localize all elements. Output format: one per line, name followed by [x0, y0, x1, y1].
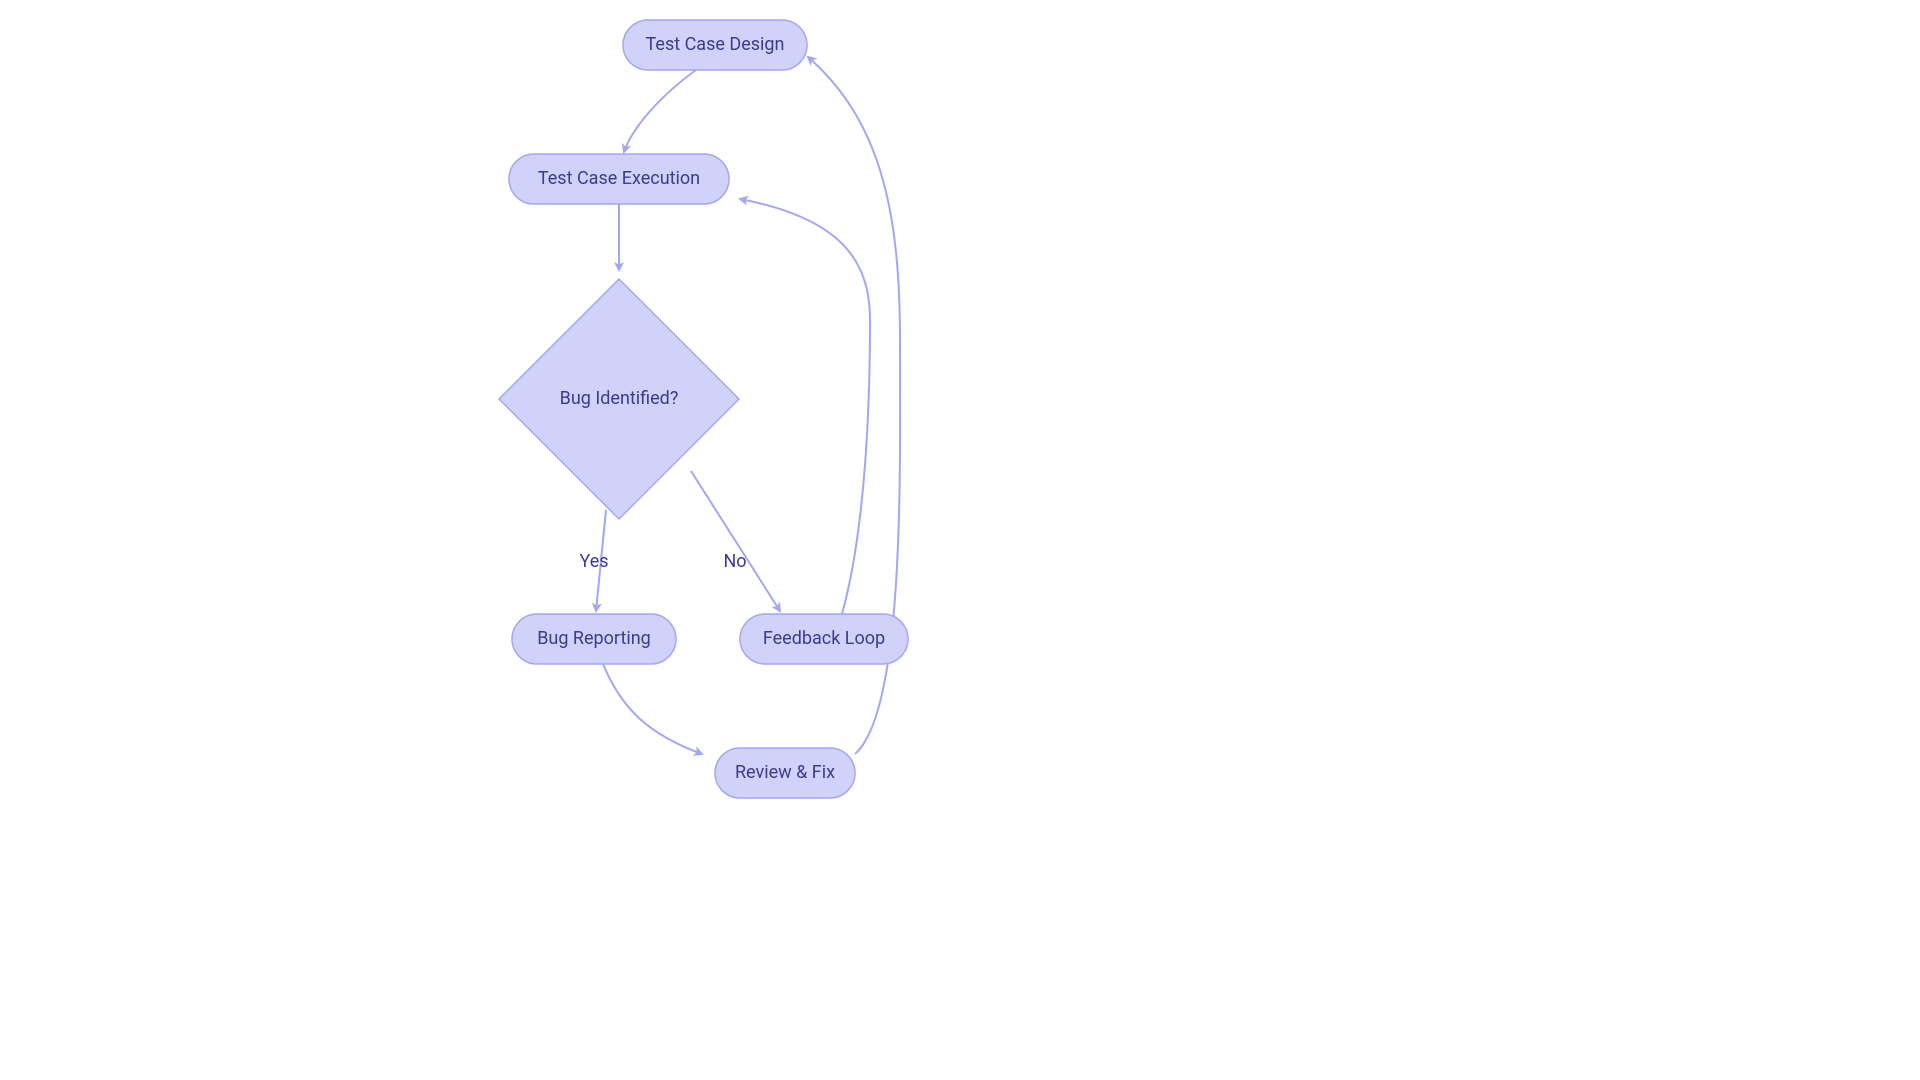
- edge-n3-n5: [691, 471, 780, 611]
- node-label-n5: Feedback Loop: [763, 628, 885, 649]
- node-label-n4: Bug Reporting: [537, 628, 651, 649]
- edge-n5-n2: [740, 199, 870, 614]
- flowchart-canvas: Yes No Test Case Design Test Case Execution…: [0, 0, 1920, 1080]
- node-label-n3: Bug Identified?: [560, 388, 679, 409]
- node-label-n6: Review & Fix: [735, 762, 835, 783]
- edge-label-yes: Yes: [579, 551, 608, 572]
- edge-n1-n2: [624, 70, 696, 152]
- node-label-n1: Test Case Design: [646, 34, 785, 55]
- node-label-n2: Test Case Execution: [538, 168, 700, 189]
- edge-label-no: No: [723, 551, 746, 572]
- edge-n4-n6: [603, 664, 702, 754]
